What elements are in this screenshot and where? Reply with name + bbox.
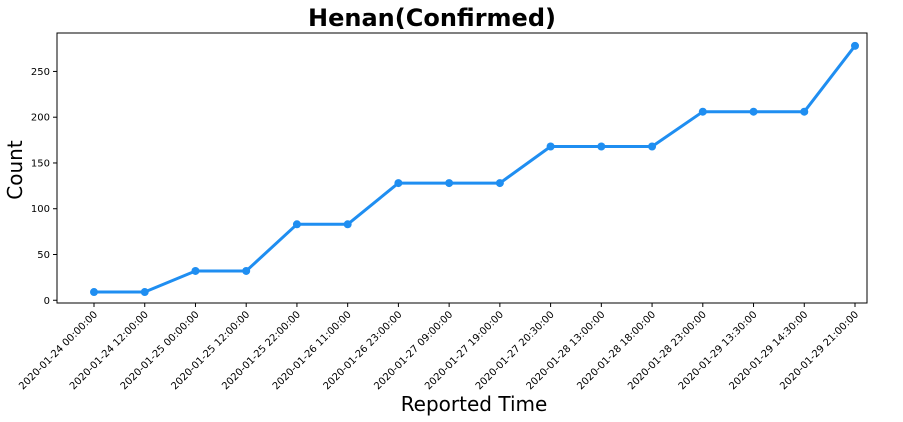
y-axis-label: Count xyxy=(3,140,27,200)
data-point xyxy=(242,266,251,275)
y-tick-label: 150 xyxy=(31,158,50,169)
data-point xyxy=(851,41,859,50)
data-point xyxy=(343,220,352,229)
y-tick-label: 0 xyxy=(44,296,50,307)
data-point xyxy=(597,142,606,151)
data-point xyxy=(749,107,758,116)
data-point xyxy=(90,288,98,297)
series-line xyxy=(94,44,857,294)
y-axis-ticks: 0 50 100 150 200 250 xyxy=(31,67,57,307)
plot-frame xyxy=(56,32,868,304)
data-point xyxy=(495,179,504,188)
x-axis-label: Reported Time xyxy=(401,392,548,416)
y-tick-label: 250 xyxy=(31,67,50,78)
chart-title: Henan(Confirmed) xyxy=(308,4,556,32)
y-tick-label: 100 xyxy=(31,204,50,215)
data-point xyxy=(292,220,301,229)
y-tick-label: 50 xyxy=(37,250,50,261)
data-point xyxy=(546,142,555,151)
series-group xyxy=(90,41,859,297)
data-point xyxy=(445,179,454,188)
y-tick-label: 200 xyxy=(31,113,50,124)
data-point xyxy=(648,142,657,151)
plot-area: 0 50 100 150 200 250 2020-01-24 00:00:002020-… xyxy=(17,32,868,392)
data-point xyxy=(394,179,403,188)
data-point xyxy=(698,107,707,116)
data-point xyxy=(800,107,809,116)
data-point xyxy=(191,266,200,275)
data-point xyxy=(140,288,149,297)
